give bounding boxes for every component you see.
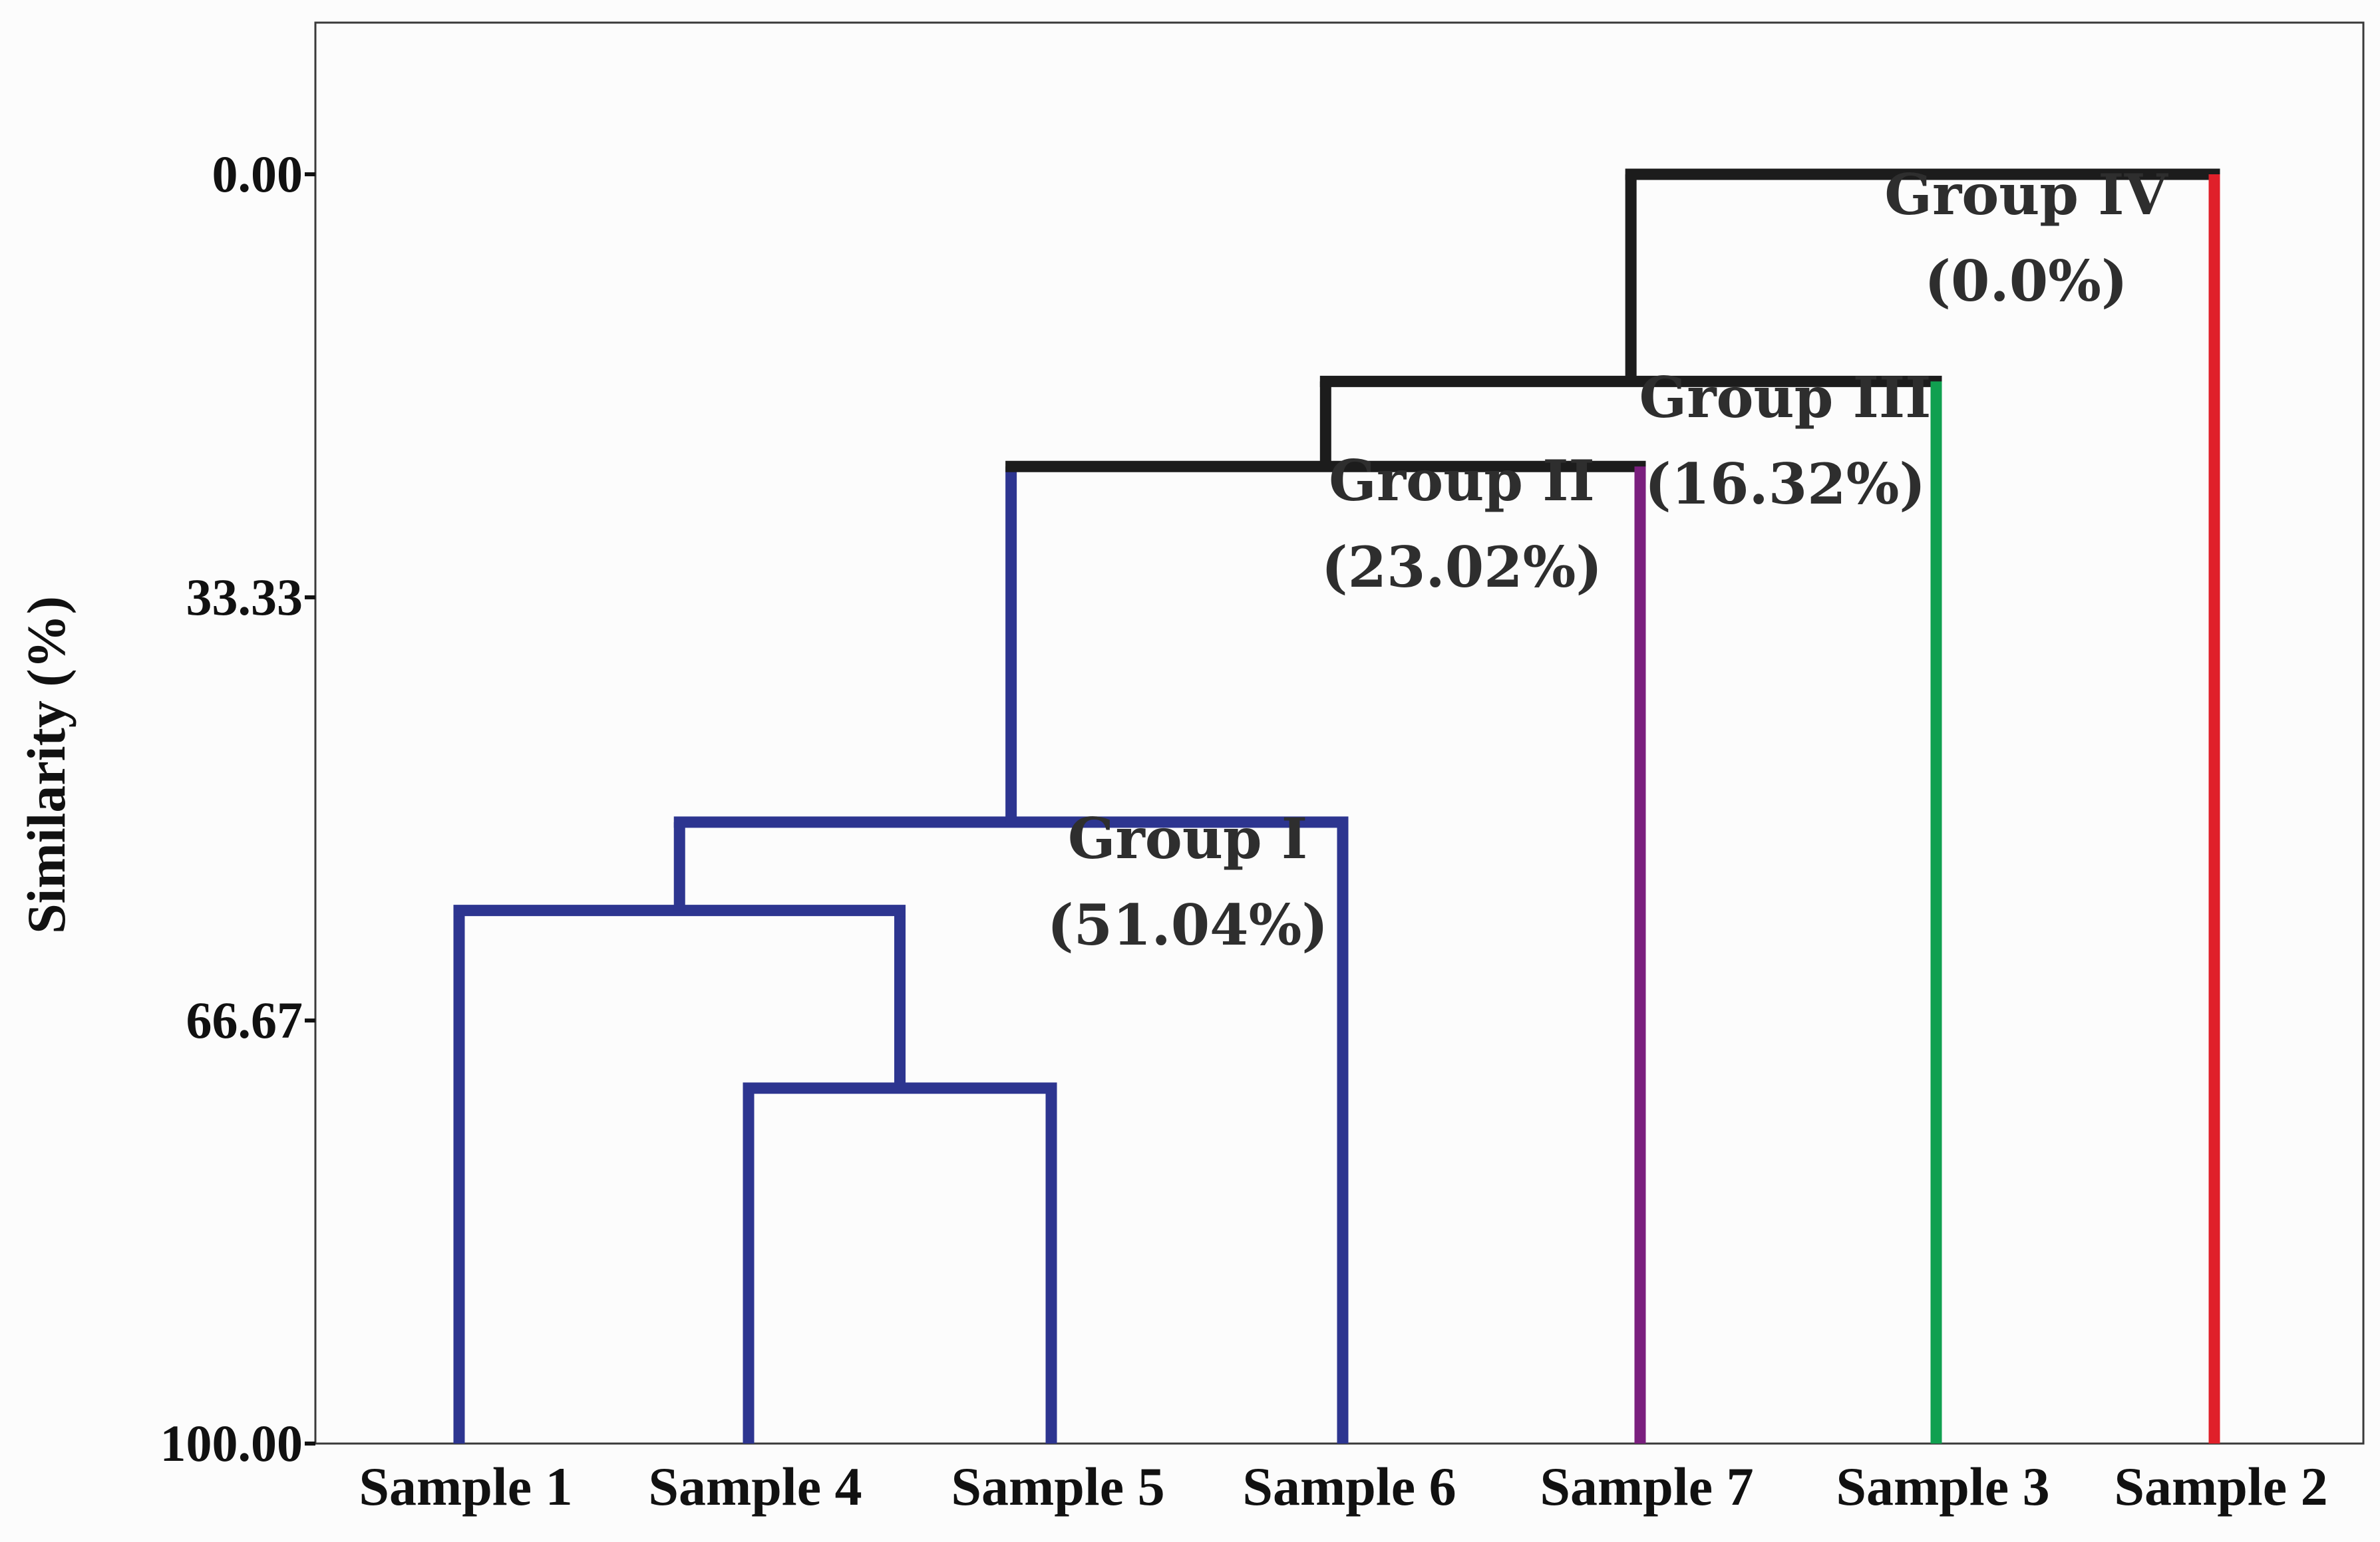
group-value-label: (16.32%): [1645, 451, 1926, 517]
group-value-label: (51.04%): [1047, 892, 1328, 958]
dendrogram-links: [453, 168, 2220, 1444]
leaf-label: Sample 6: [1242, 1456, 1456, 1517]
group-labels: Group I (51.04%) Group II (23.02%) Group III…: [1047, 162, 2169, 958]
y-tick-label: 0.00: [212, 145, 303, 203]
leaf-label: Sample 4: [648, 1456, 862, 1517]
y-axis-ticks: 0.00 33.33 66.67 100.00: [160, 145, 315, 1472]
leaf-label: Sample 2: [2114, 1456, 2327, 1517]
y-axis-title: Similarity (%): [16, 596, 77, 934]
group-name-label: Group II: [1329, 448, 1595, 514]
y-tick-label: 33.33: [186, 568, 303, 626]
leaf-label: Sample 3: [1836, 1456, 2049, 1517]
group-name-label: Group IV: [1884, 162, 2168, 228]
leaf-label: Sample 7: [1540, 1456, 1753, 1517]
y-tick-label: 100.00: [160, 1414, 303, 1472]
group-value-label: (0.0%): [1924, 248, 2127, 314]
leaf-label: Sample 1: [359, 1456, 572, 1517]
group-name-label: Group III: [1639, 365, 1932, 430]
leaf-label: Sample 5: [951, 1456, 1164, 1517]
leaf-labels: Sample 1 Sample 4 Sample 5 Sample 6 Sample 7…: [359, 1456, 2327, 1517]
y-tick-label: 66.67: [186, 991, 303, 1049]
group-value-label: (23.02%): [1321, 534, 1602, 600]
group-name-label: Group I: [1068, 806, 1307, 871]
